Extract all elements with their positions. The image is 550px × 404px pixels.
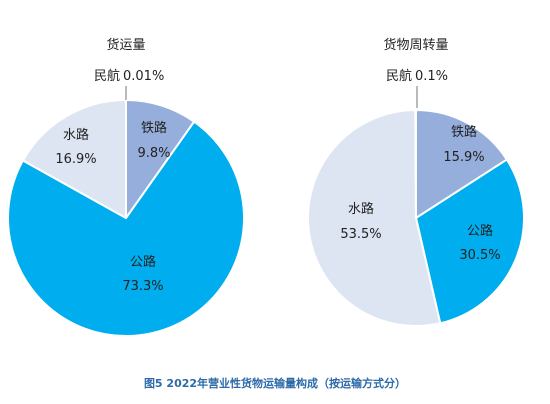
slice-label-road-name: 公路 [130, 254, 156, 270]
chart-title-freight-turnover: 货物周转量 [383, 37, 448, 53]
pie-slice-rail [415, 109, 508, 219]
slice-label-aviation-value: 0.1% [415, 69, 448, 84]
pie-chart-freight-turnover: 货物周转量 民航 0.1% 铁路 15.9% 公路 30.5% 水路 53.5% [307, 37, 525, 327]
slice-label-rail-name: 铁路 [141, 120, 167, 136]
slice-label-road-value: 73.3% [122, 279, 163, 294]
slice-label-aviation-name: 民航 [386, 68, 412, 84]
slice-label-road-name: 公路 [467, 223, 493, 239]
chart-title-freight-volume: 货运量 [106, 37, 145, 53]
slice-label-rail-name: 铁路 [451, 124, 477, 140]
figure-caption: 图5 2022年营业性货物运输量构成（按运输方式分） [144, 376, 406, 390]
pie-slice-road [7, 120, 245, 337]
pie-slice-rail [125, 99, 196, 219]
pie-slices [307, 86, 525, 327]
slice-label-rail-value: 9.8% [137, 146, 170, 161]
pie-slice-road [415, 158, 525, 325]
pie-slice-water [307, 109, 442, 327]
pie-chart-freight-volume: 货运量 民航 0.01% 铁路 9.8% 水路 16.9% 公路 73.3% [7, 37, 245, 337]
pie-slice-water [21, 99, 127, 219]
slice-label-water-name: 水路 [63, 127, 89, 143]
slice-label-aviation-value: 0.01% [123, 69, 164, 84]
slice-label-water-name: 水路 [348, 201, 374, 217]
slice-label-road-value: 30.5% [459, 248, 500, 263]
pie-slices [7, 86, 245, 337]
slice-label-aviation-name: 民航 [94, 68, 120, 84]
slice-label-water-value: 53.5% [340, 227, 381, 242]
slice-label-rail-value: 15.9% [443, 150, 484, 165]
pie-slice-aviation [414, 108, 417, 219]
slice-label-water-value: 16.9% [55, 152, 96, 167]
